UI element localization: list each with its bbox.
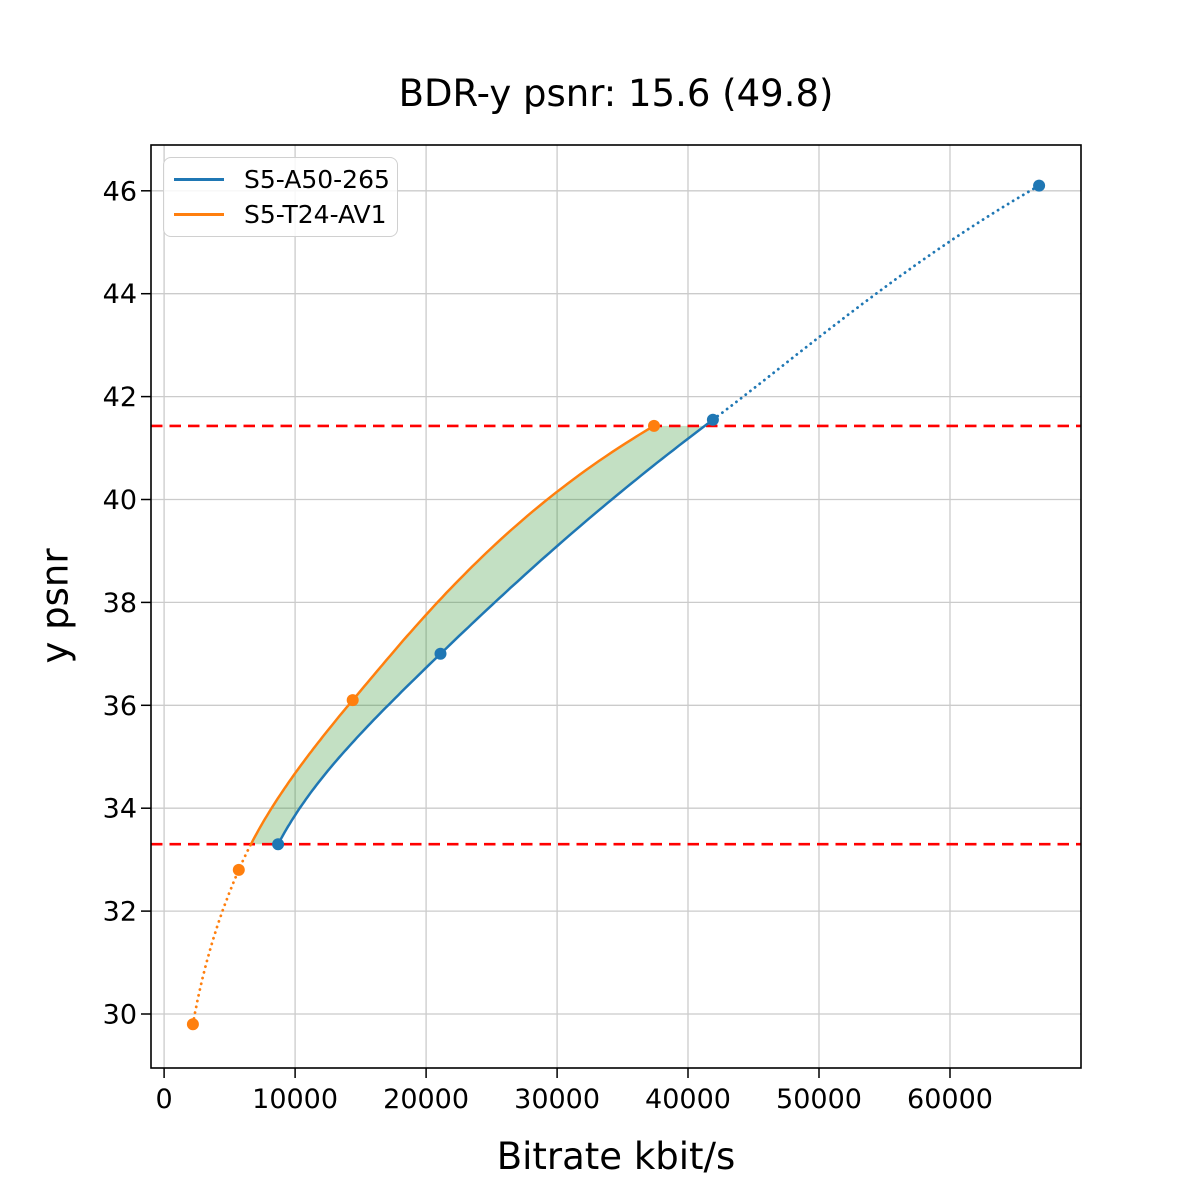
axis-frame xyxy=(150,144,1082,1069)
chart-title: BDR-y psnr: 15.6 (49.8) xyxy=(398,72,834,115)
svg-text:32: 32 xyxy=(103,897,137,928)
series-markers-s5-a50-265 xyxy=(272,179,1046,851)
legend-line-swatch-blue xyxy=(174,178,224,181)
svg-text:30: 30 xyxy=(103,1000,137,1031)
svg-text:50000: 50000 xyxy=(776,1084,862,1115)
series-markers-s5-t24-av1 xyxy=(186,419,660,1031)
legend-line-swatch-orange xyxy=(174,213,224,216)
x-tick-labels: 0 10000 20000 30000 40000 50000 60000 xyxy=(156,1084,993,1115)
svg-text:0: 0 xyxy=(156,1084,173,1115)
legend-item-s5-t24-av1: S5-T24-AV1 xyxy=(174,197,397,232)
svg-text:42: 42 xyxy=(103,382,137,413)
svg-text:40000: 40000 xyxy=(645,1084,731,1115)
svg-text:20000: 20000 xyxy=(383,1084,469,1115)
svg-text:38: 38 xyxy=(103,588,137,619)
svg-text:60000: 60000 xyxy=(907,1084,993,1115)
legend-label: S5-A50-265 xyxy=(244,165,390,194)
series-line-s5-t24-av1 xyxy=(191,424,655,1026)
y-axis-label: y psnr xyxy=(33,548,77,664)
svg-text:10000: 10000 xyxy=(252,1084,338,1115)
grid xyxy=(151,145,1081,1068)
legend-label: S5-T24-AV1 xyxy=(244,200,387,229)
x-axis-label: Bitrate kbit/s xyxy=(496,1135,736,1178)
legend: S5-A50-265 S5-T24-AV1 xyxy=(163,157,398,237)
series-line-s5-a50-265 xyxy=(276,184,1041,845)
svg-text:40: 40 xyxy=(103,485,137,516)
svg-text:36: 36 xyxy=(103,691,137,722)
svg-text:34: 34 xyxy=(103,794,137,825)
fill-between-region xyxy=(251,425,705,845)
y-tick-labels: 30 32 34 36 38 40 42 44 46 xyxy=(103,176,137,1030)
legend-item-s5-a50-265: S5-A50-265 xyxy=(174,162,397,197)
svg-text:46: 46 xyxy=(103,176,137,207)
svg-text:44: 44 xyxy=(103,279,137,310)
svg-text:30000: 30000 xyxy=(514,1084,600,1115)
axis-ticks xyxy=(141,190,951,1078)
